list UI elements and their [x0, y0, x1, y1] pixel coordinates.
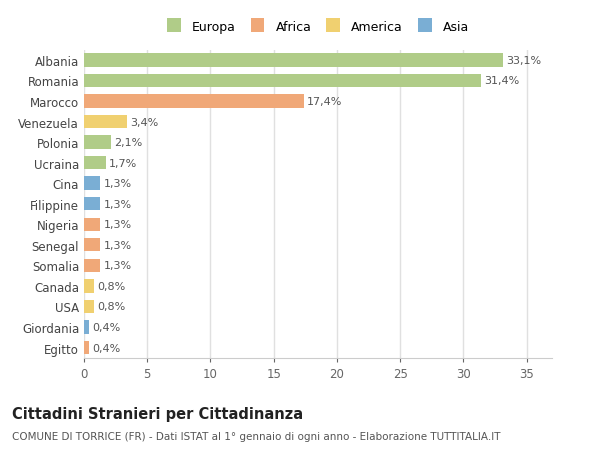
- Text: 0,4%: 0,4%: [92, 343, 121, 353]
- Bar: [84, 136, 110, 150]
- Bar: [84, 259, 100, 273]
- Bar: [84, 197, 100, 211]
- Bar: [84, 157, 106, 170]
- Bar: [84, 116, 127, 129]
- Text: 31,4%: 31,4%: [484, 76, 520, 86]
- Text: 2,1%: 2,1%: [114, 138, 142, 148]
- Text: 1,3%: 1,3%: [104, 240, 132, 250]
- Legend: Europa, Africa, America, Asia: Europa, Africa, America, Asia: [163, 17, 473, 38]
- Text: 1,3%: 1,3%: [104, 261, 132, 271]
- Bar: [84, 177, 100, 190]
- Text: 1,7%: 1,7%: [109, 158, 137, 168]
- Text: 0,4%: 0,4%: [92, 322, 121, 332]
- Bar: [84, 320, 89, 334]
- Bar: [84, 95, 304, 108]
- Text: 17,4%: 17,4%: [307, 97, 343, 107]
- Text: 33,1%: 33,1%: [506, 56, 541, 66]
- Bar: [84, 74, 481, 88]
- Text: 0,8%: 0,8%: [97, 281, 125, 291]
- Text: 1,3%: 1,3%: [104, 179, 132, 189]
- Text: 3,4%: 3,4%: [130, 117, 158, 127]
- Bar: [84, 341, 89, 354]
- Bar: [84, 280, 94, 293]
- Bar: [84, 54, 503, 67]
- Bar: [84, 239, 100, 252]
- Text: 0,8%: 0,8%: [97, 302, 125, 312]
- Bar: [84, 218, 100, 231]
- Text: 1,3%: 1,3%: [104, 220, 132, 230]
- Text: Cittadini Stranieri per Cittadinanza: Cittadini Stranieri per Cittadinanza: [12, 406, 303, 421]
- Text: 1,3%: 1,3%: [104, 199, 132, 209]
- Text: COMUNE DI TORRICE (FR) - Dati ISTAT al 1° gennaio di ogni anno - Elaborazione TU: COMUNE DI TORRICE (FR) - Dati ISTAT al 1…: [12, 431, 500, 442]
- Bar: [84, 300, 94, 313]
